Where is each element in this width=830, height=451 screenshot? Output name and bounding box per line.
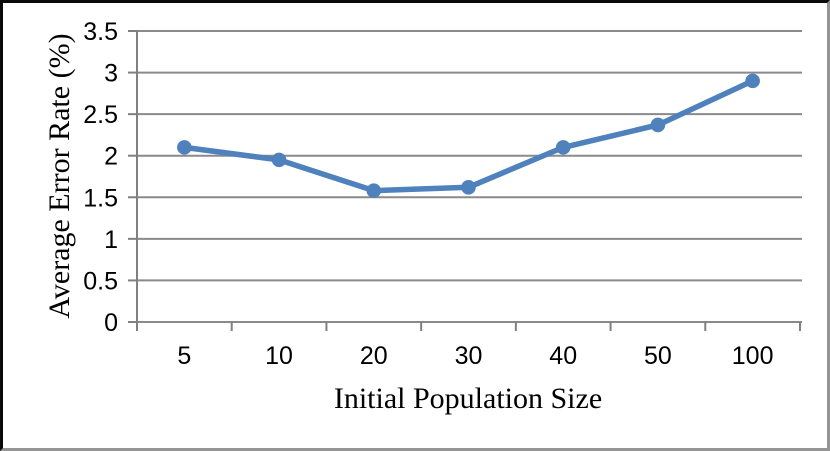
y-tick-label: 2 [104,143,118,171]
y-tick-labels: 0 0.5 1 1.5 2 2.5 3 3.5 [83,18,118,337]
y-tick-label: 1 [104,226,118,254]
x-tick-label: 10 [265,342,293,370]
x-axis-title: Initial Population Size [334,382,602,415]
data-point-marker [271,152,287,168]
x-tick-labels: 5 10 20 30 40 50 100 [177,342,773,370]
line-chart: 0 0.5 1 1.5 2 2.5 3 3.5 5 10 20 30 40 50 100 Initial … [43,18,802,415]
x-tick-label: 20 [360,342,388,370]
y-tick-label: 0 [104,309,118,337]
y-tick-label: 0.5 [83,267,118,295]
y-tick-label: 3 [104,60,118,88]
gridlines [137,30,802,323]
x-tick-label: 40 [549,342,577,370]
series-line [181,78,756,194]
data-point-marker [555,140,571,155]
y-tick-label: 2.5 [83,101,118,129]
x-tick-label: 5 [177,342,191,370]
x-tick-label: 30 [455,342,483,370]
data-point-marker [177,140,192,155]
y-axis-title: Average Error Rate (%) [43,33,76,318]
y-tick-label: 3.5 [83,18,118,46]
axis-ticks [128,30,801,331]
data-series [177,73,760,198]
data-point-marker [461,180,476,195]
data-point-marker [745,73,760,89]
y-tick-label: 1.5 [83,184,118,212]
data-point-marker [366,183,382,198]
data-point-marker [650,117,666,133]
x-tick-label: 100 [732,342,774,370]
x-tick-label: 50 [644,342,672,370]
